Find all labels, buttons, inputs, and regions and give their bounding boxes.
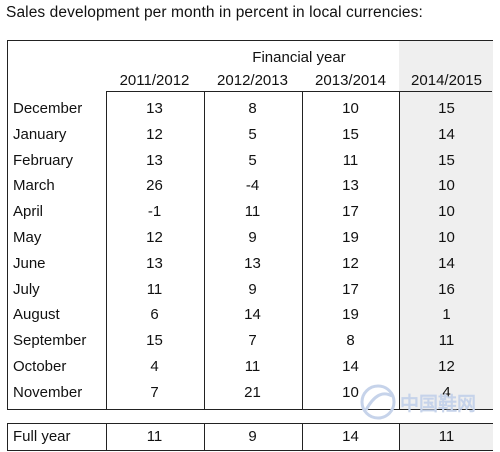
table-cell: 13	[244, 254, 261, 272]
row-label: February	[13, 151, 74, 169]
table-cell: 12	[146, 229, 163, 246]
table-cell: 10	[438, 177, 455, 195]
row-label: January	[13, 125, 67, 143]
table-row: August 6 14 19 1	[8, 302, 492, 328]
table-cell: 5	[248, 151, 257, 169]
table-cell: 11	[244, 358, 261, 375]
table-row: October 4 11 14 12	[8, 354, 492, 380]
table-cell: 21	[244, 383, 261, 401]
table-row: July 11 9 17 16	[8, 277, 492, 303]
column-divider	[106, 424, 107, 450]
table-cell: 10	[438, 203, 455, 221]
year-header-1: 2012/2013	[217, 72, 288, 89]
table-row: April -1 11 17 10	[8, 199, 492, 225]
highlight-column	[399, 424, 493, 450]
table-cell: 9	[248, 229, 257, 246]
table-cell: 6	[150, 306, 159, 324]
table-cell: 16	[438, 280, 455, 298]
table-cell: 10	[342, 383, 359, 401]
table-cell: 11	[244, 203, 261, 221]
row-label: December	[13, 100, 83, 117]
table-cell: 10	[342, 100, 359, 117]
table-cell: 7	[248, 332, 257, 350]
row-label: March	[13, 177, 55, 195]
table-cell: 15	[146, 332, 163, 350]
header-divider	[106, 91, 492, 92]
table-cell: 14	[438, 254, 455, 272]
row-label: Full year	[13, 428, 71, 445]
table-cell: 7	[150, 383, 159, 401]
table-row: May 12 9 19 10	[8, 225, 492, 251]
table-cell: 17	[342, 203, 359, 221]
year-header-2: 2013/2014	[315, 72, 386, 89]
row-label: July	[13, 280, 40, 298]
table-cell: 11	[146, 428, 163, 445]
row-label: June	[13, 254, 46, 272]
full-year-table: Full year 11 9 14 11	[7, 423, 493, 451]
table-cell: 12	[342, 254, 359, 272]
table-cell: 13	[342, 177, 359, 195]
table-cell: 12	[146, 125, 163, 143]
page-title: Sales development per month in percent i…	[6, 4, 423, 21]
table-row: November 7 21 10 4	[8, 380, 492, 406]
table-cell: 1	[442, 306, 451, 324]
financial-year-header: Financial year	[252, 49, 346, 66]
row-label: May	[13, 229, 42, 246]
column-divider	[106, 91, 107, 409]
table-row: January 12 5 15 14	[8, 122, 492, 148]
table-row: February 13 5 11 15	[8, 148, 492, 174]
table-cell: -4	[245, 177, 260, 195]
table-cell: 8	[248, 100, 257, 117]
table-cell: 9	[248, 280, 257, 298]
table-cell: 4	[150, 358, 159, 375]
table-cell: 5	[248, 125, 257, 143]
table-cell: 11	[438, 332, 455, 350]
row-label: October	[13, 358, 67, 375]
table-cell: 19	[342, 229, 359, 246]
row-label: September	[13, 332, 87, 350]
table-cell: 14	[342, 428, 359, 445]
table-cell: 8	[346, 332, 355, 350]
column-divider	[302, 424, 303, 450]
table-cell: 15	[438, 100, 455, 117]
table-cell: 10	[438, 229, 455, 246]
year-header-0: 2011/2012	[119, 72, 190, 89]
row-label: November	[13, 383, 83, 401]
table-cell: 13	[146, 100, 163, 117]
table-cell: 11	[342, 151, 359, 169]
table-cell: 26	[146, 177, 163, 195]
column-divider	[302, 91, 303, 409]
table-cell: 14	[342, 358, 359, 375]
table-row: December 13 8 10 15	[8, 96, 492, 122]
table-row: September 15 7 8 11	[8, 328, 492, 354]
column-divider	[399, 91, 400, 409]
table-cell: 19	[342, 306, 359, 324]
row-label: April	[13, 203, 44, 221]
table-cell: 11	[438, 428, 455, 445]
table-cell: 15	[342, 125, 359, 143]
table-cell: 15	[438, 151, 455, 169]
table-row: March 26 -4 13 10	[8, 173, 492, 199]
table-row: June 13 13 12 14	[8, 251, 492, 277]
table-cell: -1	[147, 203, 162, 221]
year-header-3: 2014/2015	[411, 72, 482, 89]
table-cell: 12	[438, 358, 455, 375]
table-cell: 13	[146, 151, 163, 169]
row-label: August	[13, 306, 60, 324]
highlight-column	[399, 41, 493, 409]
column-divider	[399, 424, 400, 450]
table-cell: 4	[442, 383, 451, 401]
column-divider	[204, 424, 205, 450]
sales-table: Financial year 2011/2012 2012/2013 2013/…	[7, 40, 493, 410]
full-year-row: Full year 11 9 14 11	[8, 424, 492, 450]
table-cell: 11	[146, 280, 163, 298]
table-cell: 14	[438, 125, 455, 143]
table-cell: 17	[342, 280, 359, 298]
table-cell: 13	[146, 254, 163, 272]
table-cell: 9	[248, 428, 257, 445]
table-cell: 14	[244, 306, 261, 324]
column-divider	[204, 91, 205, 409]
